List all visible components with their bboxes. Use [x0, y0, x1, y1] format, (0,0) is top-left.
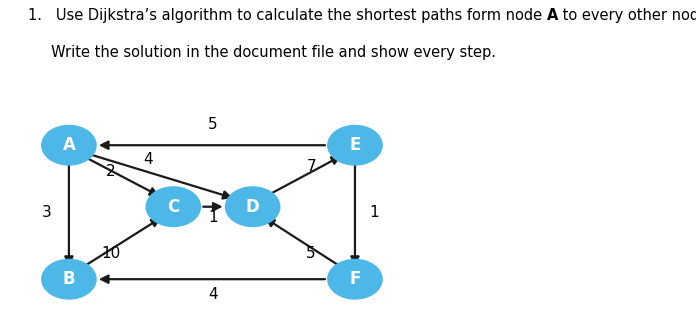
Text: 5: 5 [208, 117, 218, 132]
Text: 7: 7 [306, 159, 316, 173]
Text: A: A [546, 8, 558, 23]
Text: 1: 1 [208, 210, 218, 225]
Text: 5: 5 [306, 246, 316, 261]
Text: to every other node in the graph.: to every other node in the graph. [558, 8, 696, 23]
Text: 1: 1 [369, 205, 379, 220]
Text: B: B [63, 270, 75, 288]
Text: E: E [349, 136, 361, 154]
Text: Write the solution in the document file and show every step.: Write the solution in the document file … [28, 45, 496, 60]
Text: 10: 10 [101, 246, 120, 261]
Ellipse shape [42, 125, 96, 165]
Ellipse shape [42, 259, 96, 299]
Text: D: D [246, 198, 260, 216]
Ellipse shape [146, 187, 200, 226]
Text: F: F [349, 270, 361, 288]
Ellipse shape [328, 259, 382, 299]
Text: 4: 4 [143, 152, 153, 167]
Text: 1.   Use Dijkstra’s algorithm to calculate the shortest paths form node: 1. Use Dijkstra’s algorithm to calculate… [28, 8, 546, 23]
Text: 3: 3 [42, 205, 52, 220]
Ellipse shape [226, 187, 280, 226]
Text: 2: 2 [106, 164, 116, 179]
Text: 4: 4 [208, 287, 218, 302]
Text: C: C [167, 198, 180, 216]
Ellipse shape [328, 125, 382, 165]
Text: A: A [63, 136, 75, 154]
